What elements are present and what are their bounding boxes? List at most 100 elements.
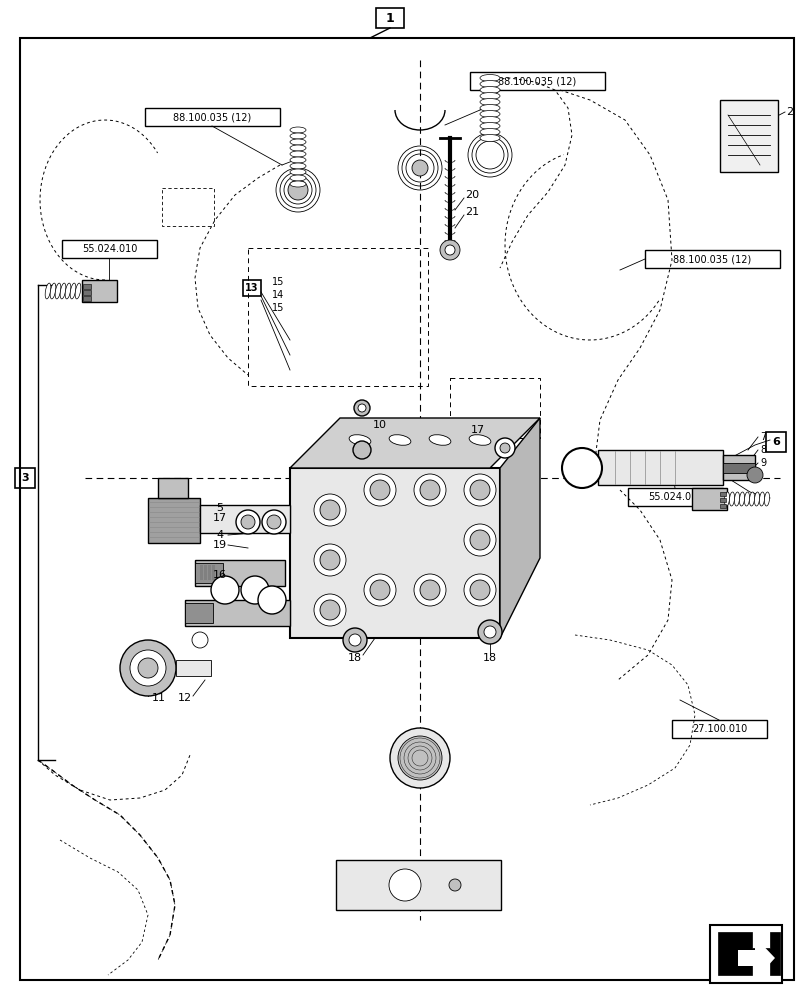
Text: 19: 19 [212, 540, 227, 550]
Bar [290, 468, 500, 638]
Bar [722, 463, 754, 473]
Circle shape [470, 480, 489, 500]
Bar [148, 498, 200, 543]
Bar [208, 565, 211, 580]
Bar [212, 565, 215, 580]
Circle shape [389, 728, 449, 788]
Ellipse shape [428, 435, 450, 445]
Text: 15: 15 [272, 277, 284, 287]
Circle shape [440, 240, 460, 260]
Ellipse shape [290, 127, 306, 133]
Bar [719, 504, 725, 508]
Bar [83, 290, 91, 295]
Circle shape [342, 628, 367, 652]
Ellipse shape [479, 117, 500, 124]
Circle shape [470, 580, 489, 600]
Ellipse shape [45, 283, 51, 299]
Circle shape [495, 438, 514, 458]
Circle shape [363, 574, 396, 606]
Bar [709, 925, 781, 983]
Circle shape [258, 586, 285, 614]
Circle shape [370, 480, 389, 500]
Ellipse shape [479, 129, 500, 136]
Circle shape [138, 658, 158, 678]
Polygon shape [500, 418, 539, 638]
Ellipse shape [723, 492, 728, 506]
Text: 7: 7 [759, 432, 766, 442]
Bar [62, 240, 157, 258]
Ellipse shape [753, 492, 758, 506]
Text: 14: 14 [272, 290, 284, 300]
Text: 5: 5 [217, 503, 223, 513]
Polygon shape [290, 418, 539, 468]
Text: 17: 17 [212, 513, 227, 523]
Circle shape [353, 441, 371, 459]
Ellipse shape [290, 139, 306, 145]
Circle shape [419, 480, 440, 500]
Text: 2: 2 [786, 107, 792, 117]
Bar [336, 860, 500, 910]
Text: 1: 1 [385, 12, 394, 25]
Circle shape [419, 580, 440, 600]
Bar [644, 250, 779, 268]
Ellipse shape [290, 181, 306, 187]
Ellipse shape [60, 283, 66, 299]
Ellipse shape [479, 81, 500, 88]
Bar [627, 488, 722, 506]
Bar [145, 108, 280, 126]
Circle shape [463, 474, 496, 506]
Bar [597, 450, 722, 485]
Text: 8: 8 [759, 445, 766, 455]
Bar [722, 455, 754, 480]
Circle shape [314, 544, 345, 576]
Bar [719, 100, 777, 172]
Text: 17: 17 [470, 425, 484, 435]
Circle shape [320, 600, 340, 620]
Polygon shape [737, 937, 774, 980]
Text: 88.100.035 (12): 88.100.035 (12) [498, 76, 576, 86]
Circle shape [314, 594, 345, 626]
Ellipse shape [479, 99, 500, 106]
Bar [204, 565, 207, 580]
Text: 10: 10 [372, 420, 387, 430]
Circle shape [314, 494, 345, 526]
Text: 88.100.035 (12): 88.100.035 (12) [174, 112, 251, 122]
Ellipse shape [479, 75, 500, 82]
Ellipse shape [479, 93, 500, 100]
Text: 13: 13 [245, 283, 259, 293]
Circle shape [448, 879, 461, 891]
Ellipse shape [55, 283, 61, 299]
Circle shape [320, 500, 340, 520]
Circle shape [414, 474, 445, 506]
Ellipse shape [479, 87, 500, 94]
Text: 55.024.010: 55.024.010 [647, 492, 702, 502]
Ellipse shape [290, 133, 306, 139]
Ellipse shape [290, 175, 306, 181]
Text: 11: 11 [152, 693, 165, 703]
Ellipse shape [290, 163, 306, 169]
Ellipse shape [349, 435, 371, 445]
Ellipse shape [728, 492, 734, 506]
Bar [242, 280, 260, 296]
Ellipse shape [75, 283, 81, 299]
Bar [200, 565, 203, 580]
Bar [83, 284, 91, 289]
Circle shape [483, 626, 496, 638]
Bar [176, 660, 211, 676]
Circle shape [267, 515, 281, 529]
Circle shape [370, 580, 389, 600]
Bar [470, 72, 604, 90]
Text: 27.100.010: 27.100.010 [691, 724, 746, 734]
Ellipse shape [744, 492, 749, 506]
Text: 12: 12 [178, 693, 192, 703]
Ellipse shape [749, 492, 753, 506]
Circle shape [262, 510, 285, 534]
Circle shape [561, 448, 601, 488]
Circle shape [320, 550, 340, 570]
Ellipse shape [758, 492, 764, 506]
Ellipse shape [469, 435, 491, 445]
Bar [83, 296, 91, 301]
Circle shape [236, 510, 260, 534]
Circle shape [363, 474, 396, 506]
Circle shape [349, 634, 361, 646]
